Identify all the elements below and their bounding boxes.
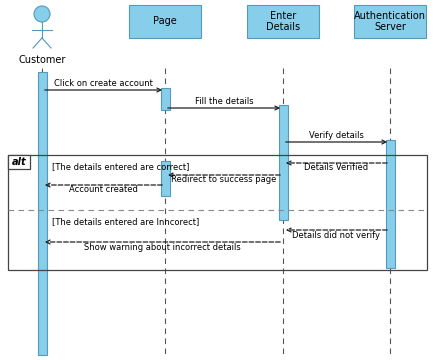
Text: Authentication
Server: Authentication Server (353, 11, 425, 32)
Text: [The details entered are correct]: [The details entered are correct] (52, 162, 189, 171)
Bar (247, 5, 318, 38)
Text: Verify details: Verify details (308, 130, 363, 139)
Text: Fill the details: Fill the details (194, 96, 253, 105)
Bar (160, 161, 169, 196)
Text: alt: alt (12, 157, 26, 167)
Bar (129, 5, 201, 38)
Text: Show warning about incorrect details: Show warning about incorrect details (84, 243, 240, 252)
Text: Details did not verify: Details did not verify (292, 230, 380, 239)
Bar (385, 140, 394, 268)
Bar (8, 155, 30, 169)
Text: Redirect to success page: Redirect to success page (171, 175, 276, 184)
Text: Click on create account: Click on create account (54, 78, 153, 87)
Text: Customer: Customer (18, 55, 66, 65)
Text: Enter
Details: Enter Details (265, 11, 299, 32)
Text: Page: Page (153, 17, 177, 27)
Text: Account created: Account created (69, 185, 138, 194)
Bar (8, 155, 426, 270)
Circle shape (34, 6, 50, 22)
Text: Details Verified: Details Verified (304, 163, 368, 172)
Bar (160, 88, 169, 110)
Bar (278, 105, 287, 220)
Bar (353, 5, 425, 38)
Text: [The details entered are Inncorect]: [The details entered are Inncorect] (52, 217, 199, 226)
Bar (37, 72, 46, 355)
